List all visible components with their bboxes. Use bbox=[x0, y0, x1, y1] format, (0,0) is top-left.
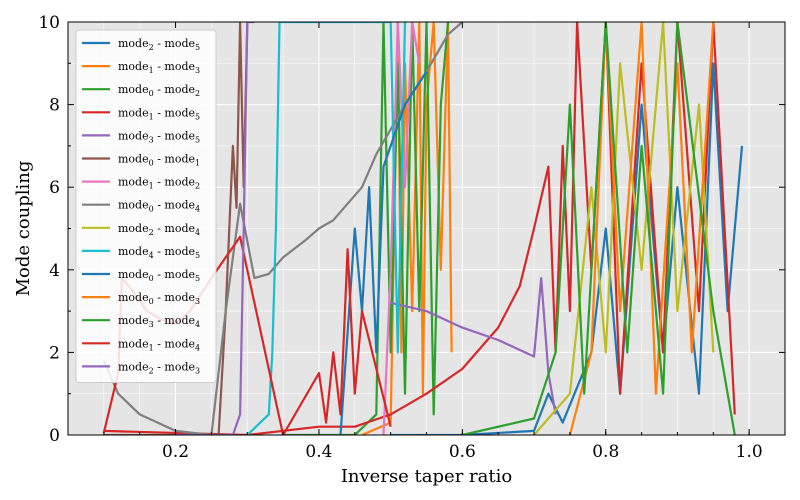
legend-label: mode3 - mode4 bbox=[118, 314, 200, 329]
legend-label: mode2 - mode3 bbox=[118, 360, 200, 375]
series-line bbox=[390, 277, 557, 415]
x-tick-label: 0.6 bbox=[449, 442, 476, 462]
x-tick-label: 0.8 bbox=[592, 442, 619, 462]
x-axis-label: Inverse taper ratio bbox=[341, 466, 512, 487]
y-tick-label: 10 bbox=[38, 13, 60, 33]
series-line bbox=[361, 22, 453, 435]
x-tick-label: 1.0 bbox=[736, 442, 763, 462]
legend-label: mode3 - mode5 bbox=[118, 129, 200, 144]
x-tick-label: 0.2 bbox=[162, 442, 189, 462]
series-line bbox=[175, 22, 255, 435]
legend-label: mode1 - mode4 bbox=[118, 337, 200, 352]
legend-label: mode0 - mode4 bbox=[118, 199, 200, 214]
series-line bbox=[568, 22, 715, 435]
legend-box bbox=[75, 29, 217, 383]
legend-label: mode1 - mode2 bbox=[118, 176, 200, 191]
legend-label: mode2 - mode4 bbox=[118, 222, 200, 237]
x-tick-label: 0.4 bbox=[305, 442, 332, 462]
y-tick-label: 0 bbox=[49, 426, 60, 446]
legend-label: mode1 - mode5 bbox=[118, 106, 200, 121]
series-line bbox=[246, 22, 407, 435]
legend-label: mode2 - mode5 bbox=[118, 37, 200, 52]
legend-label: mode0 - mode5 bbox=[118, 268, 200, 283]
y-tick-label: 6 bbox=[49, 178, 60, 198]
y-tick-label: 4 bbox=[49, 261, 60, 281]
legend-label: mode0 - mode3 bbox=[118, 291, 200, 306]
legend: mode2 - mode5 mode1 - mode3 mode0 - mode2 m… bbox=[75, 29, 217, 383]
legend-label: mode1 - mode3 bbox=[118, 60, 200, 75]
series-line bbox=[103, 22, 249, 435]
axes-layer: 0.2 0.4 0.6 0.8 1.0 0 2 4 6 8 10 bbox=[38, 13, 786, 462]
y-axis-label: Mode coupling bbox=[13, 161, 34, 297]
series-line bbox=[283, 22, 450, 435]
series-line bbox=[462, 22, 736, 435]
legend-label: mode0 - mode2 bbox=[118, 83, 200, 98]
series-layer bbox=[102, 22, 744, 435]
y-tick-label: 8 bbox=[49, 96, 60, 116]
legend-label: mode0 - mode1 bbox=[118, 153, 200, 168]
y-tick-label: 2 bbox=[49, 343, 60, 363]
series-line bbox=[102, 22, 464, 435]
series-line bbox=[339, 70, 428, 435]
series-line bbox=[382, 22, 421, 435]
legend-label: mode4 - mode5 bbox=[118, 245, 200, 260]
